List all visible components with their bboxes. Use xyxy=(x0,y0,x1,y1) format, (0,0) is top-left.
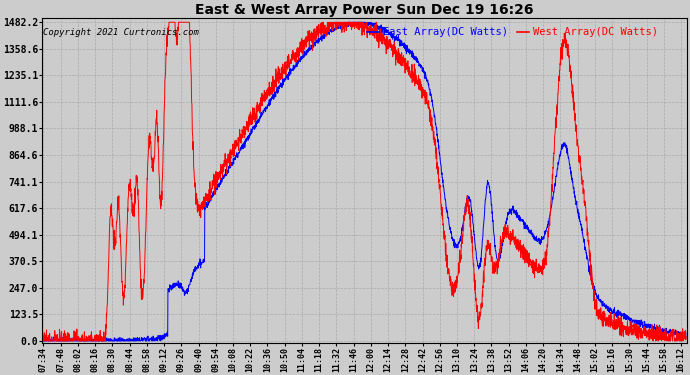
Text: Copyright 2021 Curtronics.com: Copyright 2021 Curtronics.com xyxy=(43,28,199,37)
Title: East & West Array Power Sun Dec 19 16:26: East & West Array Power Sun Dec 19 16:26 xyxy=(195,3,534,17)
Legend: East Array(DC Watts), West Array(DC Watts): East Array(DC Watts), West Array(DC Watt… xyxy=(363,23,662,42)
